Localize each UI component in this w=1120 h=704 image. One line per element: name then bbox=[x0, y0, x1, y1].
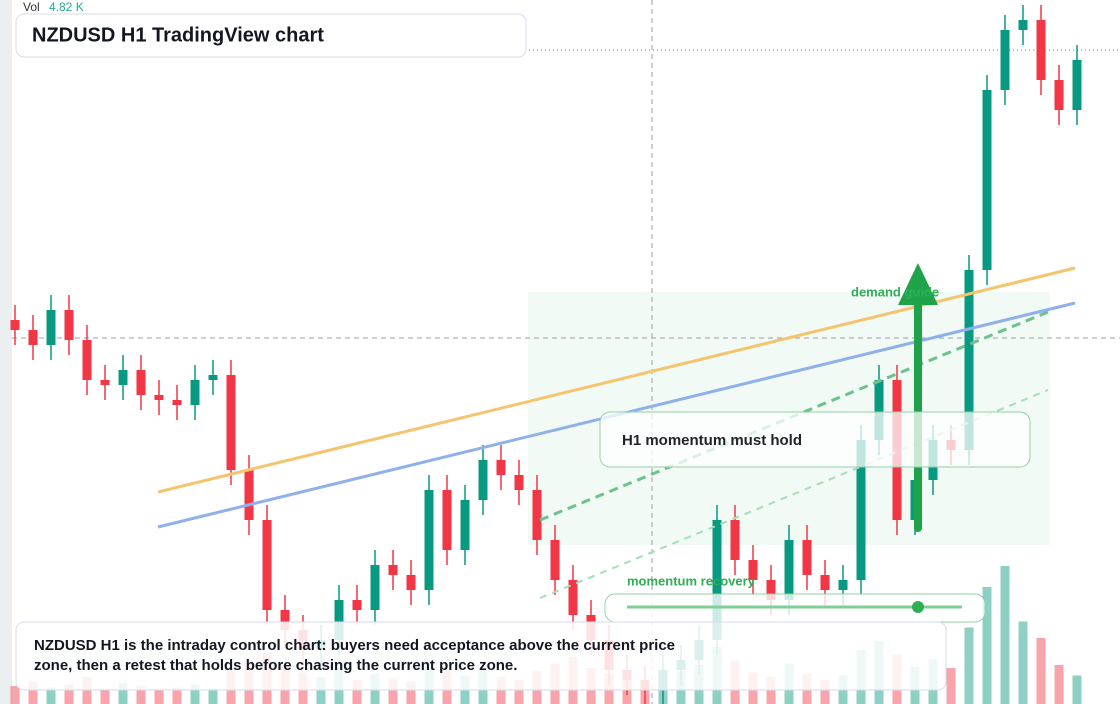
candle-body bbox=[136, 370, 146, 395]
candle-body bbox=[424, 490, 434, 590]
demand-label: demand guide bbox=[851, 284, 939, 299]
candle-body bbox=[766, 580, 776, 600]
volume-bar bbox=[136, 686, 146, 704]
candle-body bbox=[820, 575, 830, 590]
candle-body bbox=[46, 310, 56, 345]
candle-body bbox=[352, 600, 362, 610]
volume-bar bbox=[1036, 638, 1046, 704]
note-text: NZDUSD H1 is the intraday control chart:… bbox=[34, 637, 676, 674]
volume-bar bbox=[28, 681, 38, 704]
volume-bar bbox=[1018, 621, 1028, 704]
volume-bar bbox=[208, 689, 218, 704]
candle-body bbox=[748, 560, 758, 580]
volume-bar bbox=[64, 684, 74, 704]
candle-body bbox=[1018, 20, 1028, 30]
note-box bbox=[15, 621, 947, 691]
note-wrap: NZDUSD H1 is the intraday control chart:… bbox=[34, 637, 676, 674]
candle-body bbox=[262, 520, 272, 610]
volume-bar bbox=[406, 681, 416, 704]
candle-body bbox=[370, 565, 380, 610]
title-box bbox=[15, 13, 527, 58]
volume-bar bbox=[100, 689, 110, 704]
candle-body bbox=[532, 490, 542, 540]
candle-body bbox=[514, 475, 524, 490]
volume-bar bbox=[46, 687, 56, 704]
candle-body bbox=[406, 575, 416, 590]
volume-bar bbox=[820, 680, 830, 704]
slider-label: momentum recovery bbox=[627, 573, 756, 588]
candle-body bbox=[964, 270, 974, 450]
candle-body bbox=[1036, 20, 1046, 80]
trend-line-orange bbox=[157, 266, 1076, 494]
candle-body bbox=[496, 460, 506, 475]
candle-body bbox=[190, 380, 200, 405]
candle-body bbox=[784, 540, 794, 600]
candle-body bbox=[28, 330, 38, 345]
chart-title: NZDUSD H1 TradingView chart bbox=[32, 24, 324, 46]
candle-body bbox=[874, 380, 884, 440]
candle-body bbox=[478, 460, 488, 500]
candle-body bbox=[118, 370, 128, 385]
candle-body bbox=[10, 320, 20, 330]
candle-body bbox=[1054, 80, 1064, 110]
momentum-text: H1 momentum must hold bbox=[622, 432, 802, 449]
slider-knob bbox=[912, 601, 924, 613]
momentum-box bbox=[599, 411, 1031, 468]
volume-bar bbox=[118, 683, 128, 704]
candle-body bbox=[712, 520, 722, 640]
volume-bar bbox=[190, 684, 200, 704]
candle-body bbox=[64, 310, 74, 340]
volume-bar bbox=[10, 686, 20, 704]
candle-body bbox=[82, 340, 92, 380]
candle-body bbox=[838, 580, 848, 590]
volume-bar bbox=[388, 678, 398, 704]
volume-bar bbox=[1000, 566, 1010, 704]
candle-body bbox=[334, 600, 344, 640]
left-strip bbox=[0, 0, 12, 704]
candle-body bbox=[802, 540, 812, 575]
volume-bar bbox=[1072, 675, 1082, 704]
volume-bar bbox=[514, 680, 524, 704]
candle-body bbox=[460, 500, 470, 550]
candle-body bbox=[568, 580, 578, 615]
volume-bar bbox=[172, 687, 182, 704]
vol-value: 4.82 K bbox=[49, 0, 84, 14]
candle-body bbox=[280, 610, 290, 630]
drawings: demand guide H1 momentum must hold momen… bbox=[157, 263, 1076, 623]
candle-body bbox=[244, 470, 254, 520]
volume-bar bbox=[154, 690, 164, 704]
volume-bar bbox=[352, 680, 362, 704]
candle-body bbox=[1000, 30, 1010, 90]
arrow-head bbox=[898, 263, 938, 305]
candle-body bbox=[226, 375, 236, 470]
volume-bar bbox=[964, 627, 974, 704]
candle-body bbox=[550, 540, 560, 580]
candle-body bbox=[982, 90, 992, 270]
vol-label: Vol bbox=[23, 0, 40, 14]
candle-body bbox=[730, 520, 740, 560]
candle-body bbox=[208, 375, 218, 380]
candle-body bbox=[172, 400, 182, 405]
volume-bar bbox=[1054, 665, 1064, 704]
volume-bar bbox=[946, 668, 956, 704]
candle-body bbox=[442, 490, 452, 550]
candle-body bbox=[388, 565, 398, 575]
candle-body bbox=[100, 380, 110, 385]
candle-body bbox=[1072, 60, 1082, 110]
candle-body bbox=[154, 395, 164, 400]
candle-body bbox=[856, 440, 866, 580]
volume-bar bbox=[982, 587, 992, 704]
